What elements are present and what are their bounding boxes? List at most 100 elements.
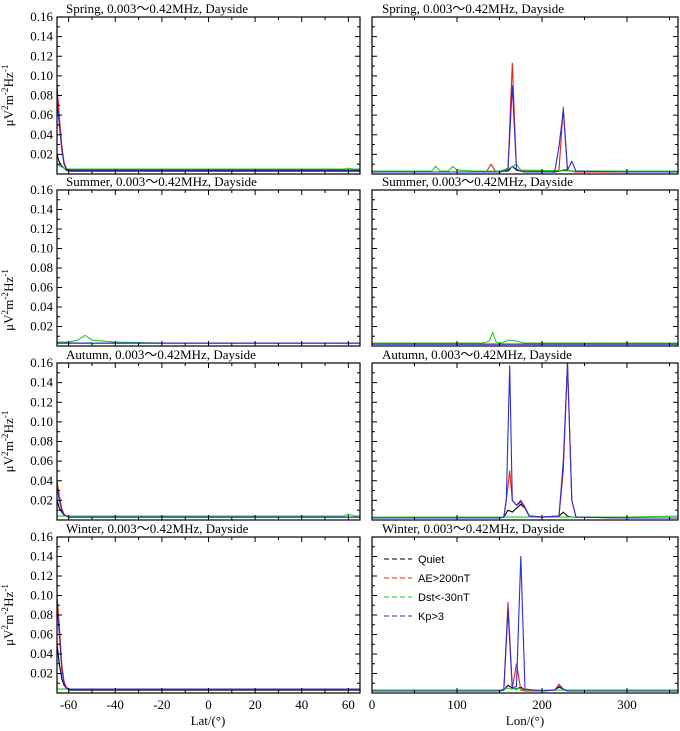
panel-title: Summer, 0.003～0.42MHz, Dayside xyxy=(66,174,257,189)
series-line-ae xyxy=(372,363,678,519)
y-tick-label: 0.04 xyxy=(30,299,53,314)
y-tick-label: 0.14 xyxy=(30,549,53,564)
plot-frame xyxy=(371,16,679,175)
y-tick-label: 0.06 xyxy=(30,627,53,642)
panel-5: 0.02 0.04 0.06 0.08 0.10 0.12 0.14 0.16 Autumn, … xyxy=(30,347,361,521)
y-tick-label: 0.06 xyxy=(30,453,53,468)
panel-6: Autumn, 0.003～0.42MHz, Dayside xyxy=(371,347,679,521)
series-line-quiet xyxy=(57,154,360,172)
y-tick-label: 0.16 xyxy=(30,529,53,544)
x-tick-label: -20 xyxy=(153,697,170,712)
y-tick-label: 0.08 xyxy=(30,607,53,622)
y-tick-label: 0.08 xyxy=(30,434,53,449)
x-axis-label-lat: Lat/(°) xyxy=(191,713,226,728)
series-line-kp xyxy=(372,363,678,519)
y-tick-label: 0.12 xyxy=(30,394,53,409)
y-tick-label: 0.04 xyxy=(30,473,53,488)
panel-2: Spring, 0.003～0.42MHz, Dayside xyxy=(371,1,679,175)
panel-7: 0.02 0.04 0.06 0.08 0.10 0.12 0.14 0.16 -60 -40 -2… xyxy=(30,521,361,712)
series-line-kp xyxy=(372,85,678,173)
legend-label: Quiet xyxy=(418,554,444,566)
series-line-quiet xyxy=(57,644,360,691)
y-tick-label: 0.16 xyxy=(30,182,53,197)
legend-label: AE>200nT xyxy=(418,573,471,585)
y-tick-label: 0.06 xyxy=(30,107,53,122)
plot-frame xyxy=(56,536,361,694)
y-tick-label: 0.02 xyxy=(30,319,53,334)
series-line-dst xyxy=(372,163,678,172)
x-tick-label: 60 xyxy=(342,697,355,712)
y-tick-label: 0.16 xyxy=(30,355,53,370)
panel-3: 0.02 0.04 0.06 0.08 0.10 0.12 0.14 0.16 Summer, … xyxy=(30,174,361,347)
x-tick-label: -40 xyxy=(107,697,124,712)
y-tick-label: 0.02 xyxy=(30,146,53,161)
series-line-ae xyxy=(57,595,360,690)
y-tick-label: 0.12 xyxy=(30,221,53,236)
y-tick-label: 0.14 xyxy=(30,29,53,44)
series-line-kp xyxy=(57,100,360,171)
plot-frame xyxy=(56,16,361,175)
series-line-kp xyxy=(57,605,360,690)
x-axis-label-lon: Lon/(°) xyxy=(506,713,544,728)
legend-item-kp: Kp>3 xyxy=(384,611,444,623)
y-axis-label: μV2 m-2 Hz-1 xyxy=(0,411,16,473)
legend-label: Kp>3 xyxy=(418,611,444,623)
x-tick-label: -60 xyxy=(60,697,77,712)
panel-title: Autumn, 0.003～0.42MHz, Dayside xyxy=(66,347,256,362)
y-tick-label: 0.14 xyxy=(30,375,53,390)
panel-title: Summer, 0.003～0.42MHz, Dayside xyxy=(382,174,573,189)
x-tick-label: 300 xyxy=(617,697,637,712)
y-tick-label: 0.10 xyxy=(30,241,53,256)
y-tick-label: 0.08 xyxy=(30,260,53,275)
legend-item-quiet: Quiet xyxy=(384,554,444,566)
panel-8: 0 100 200 300 Winter, 0.003～0.42MHz, Dayside xyxy=(369,521,679,712)
panel-title: Winter, 0.003～0.42MHz, Dayside xyxy=(382,521,565,536)
series-line-ae xyxy=(57,480,360,518)
y-tick-label: 0.10 xyxy=(30,68,53,83)
plot-frame xyxy=(371,362,679,521)
legend-item-ae: AE>200nT xyxy=(384,573,471,585)
series-line-kp xyxy=(57,485,360,518)
plot-frame xyxy=(56,189,361,347)
y-tick-label: 0.10 xyxy=(30,588,53,603)
series-line-kp xyxy=(372,555,678,692)
y-tick-label: 0.12 xyxy=(30,568,53,583)
y-tick-label: 0.10 xyxy=(30,414,53,429)
legend-label: Dst<-30nT xyxy=(418,592,470,604)
y-tick-label: 0.08 xyxy=(30,88,53,103)
series-line-quiet xyxy=(57,500,360,518)
y-tick-label: 0.04 xyxy=(30,127,53,142)
x-tick-label: 0 xyxy=(369,697,376,712)
y-tick-label: 0.12 xyxy=(30,48,53,63)
x-tick-label: 20 xyxy=(249,697,262,712)
y-tick-label: 0.14 xyxy=(30,202,53,217)
panel-title: Spring, 0.003～0.42MHz, Dayside xyxy=(382,1,564,16)
y-axis-label: μV2 m-2 Hz-1 xyxy=(0,584,16,646)
panel-4: Summer, 0.003～0.42MHz, Dayside xyxy=(371,174,679,347)
x-tick-label: 100 xyxy=(447,697,467,712)
x-tick-label: 200 xyxy=(532,697,552,712)
x-tick-label: 0 xyxy=(205,697,212,712)
series-line-dst xyxy=(57,163,360,170)
y-tick-label: 0.16 xyxy=(30,9,53,24)
panel-title: Winter, 0.003～0.42MHz, Dayside xyxy=(66,521,249,536)
series-line-ae xyxy=(57,85,360,171)
series-line-dst xyxy=(372,515,678,518)
plot-frame xyxy=(56,362,361,521)
panel-title: Autumn, 0.003～0.42MHz, Dayside xyxy=(382,347,572,362)
series-line-ae xyxy=(372,62,678,173)
y-axis-label: μV2 m-2 Hz-1 xyxy=(0,65,16,127)
legend: Quiet AE>200nT Dst<-30nT Kp>3 xyxy=(384,554,471,623)
y-tick-label: 0.02 xyxy=(30,666,53,681)
panel-1: 0.02 0.04 0.06 0.08 0.10 0.12 0.14 0.16 Spring, … xyxy=(30,1,361,175)
legend-item-dst: Dst<-30nT xyxy=(384,592,470,604)
x-tick-label: 40 xyxy=(295,697,308,712)
plot-frame xyxy=(371,189,679,347)
series-line-dst xyxy=(372,331,678,344)
y-axis-label: μV2 m-2 Hz-1 xyxy=(0,269,16,331)
y-tick-label: 0.06 xyxy=(30,280,53,295)
y-tick-label: 0.04 xyxy=(30,646,53,661)
y-tick-label: 0.02 xyxy=(30,492,53,507)
panel-title: Spring, 0.003～0.42MHz, Dayside xyxy=(66,1,248,16)
